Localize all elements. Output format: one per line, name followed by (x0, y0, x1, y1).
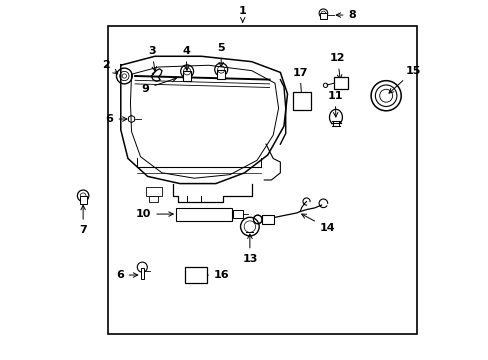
Text: 10: 10 (136, 209, 173, 219)
Text: 11: 11 (327, 91, 342, 117)
Text: 12: 12 (329, 53, 345, 79)
Text: 6: 6 (116, 270, 138, 280)
Bar (176, 208, 231, 221)
Bar (333, 77, 348, 89)
Text: 16: 16 (200, 270, 229, 280)
FancyBboxPatch shape (292, 93, 310, 110)
Text: 1: 1 (238, 6, 246, 22)
Text: 17: 17 (292, 68, 307, 97)
Bar (233, 211, 243, 218)
Bar (80, 197, 86, 204)
Text: 5: 5 (217, 43, 224, 67)
Bar (262, 215, 273, 224)
Text: 6: 6 (105, 114, 127, 124)
Text: 7: 7 (79, 206, 87, 235)
Bar (108, 26, 416, 334)
Text: 14: 14 (301, 214, 335, 233)
Text: 2: 2 (102, 60, 118, 74)
Text: 4: 4 (182, 46, 190, 70)
Bar (149, 196, 158, 202)
Bar (320, 13, 326, 19)
Bar (140, 268, 144, 279)
Text: 15: 15 (388, 66, 420, 93)
Text: 9: 9 (142, 78, 176, 94)
Text: 13: 13 (242, 234, 257, 264)
Bar (145, 187, 162, 196)
Text: 3: 3 (148, 46, 156, 71)
Bar (217, 69, 225, 79)
Bar (183, 71, 191, 81)
Text: 8: 8 (336, 10, 356, 20)
FancyBboxPatch shape (184, 267, 206, 283)
